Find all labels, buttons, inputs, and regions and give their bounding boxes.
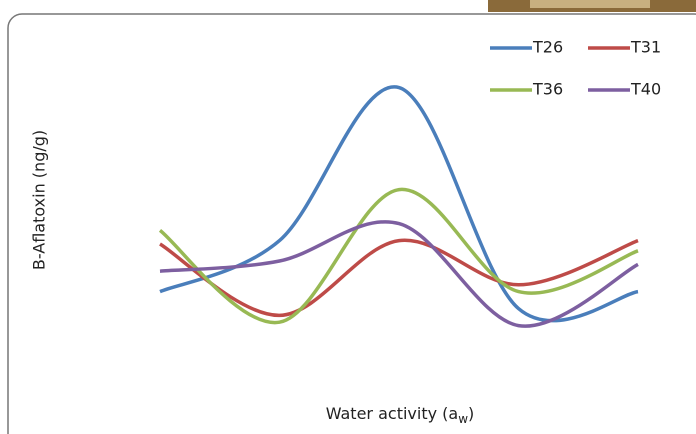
y-axis-label: B-Aflatoxin (ng/g) bbox=[30, 130, 49, 270]
chart: B-Aflatoxin (ng/g) Water activity (aw) T… bbox=[0, 0, 696, 434]
legend-label: T31 bbox=[630, 38, 661, 57]
chart-frame bbox=[8, 14, 696, 434]
x-axis-label-part: ) bbox=[468, 404, 474, 423]
legend-label: T36 bbox=[532, 80, 563, 99]
legend-label: T40 bbox=[630, 80, 661, 99]
legend-label: T26 bbox=[532, 38, 563, 57]
photo-strip bbox=[530, 0, 650, 8]
x-axis-label-sub: w bbox=[458, 412, 468, 426]
x-axis-label-part: Water activity (a bbox=[326, 404, 459, 423]
x-axis-label: Water activity (aw) bbox=[326, 404, 475, 426]
